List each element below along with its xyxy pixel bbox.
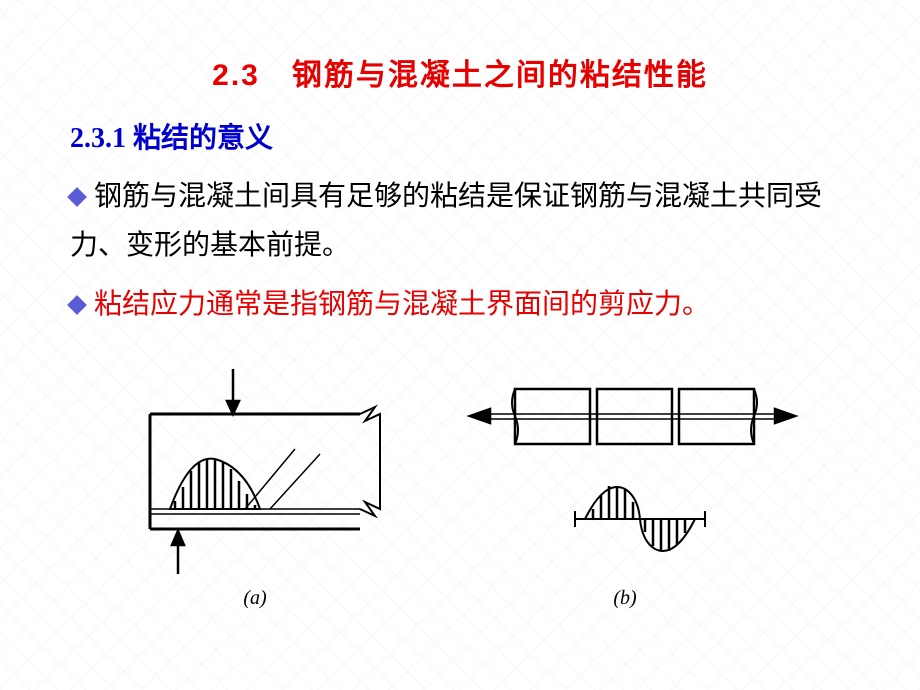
bullet-icon bbox=[67, 187, 87, 207]
diagram-b-box: (b) bbox=[445, 359, 805, 610]
diagram-a-label: (a) bbox=[243, 587, 266, 610]
diagram-b-label: (b) bbox=[613, 587, 636, 610]
paragraph-2: 粘结应力通常是指钢筋与混凝土界面间的剪应力。 bbox=[70, 280, 850, 329]
section-title: 2.3 钢筋与混凝土之间的粘结性能 bbox=[70, 50, 850, 94]
bullet-icon bbox=[67, 295, 87, 315]
paragraph-1-text: 钢筋与混凝土间具有足够的粘结是保证钢筋与混凝土共同受力、变形的基本前提。 bbox=[70, 181, 822, 261]
paragraph-1: 钢筋与混凝土间具有足够的粘结是保证钢筋与混凝土共同受力、变形的基本前提。 bbox=[70, 172, 850, 270]
slide-content: 2.3 钢筋与混凝土之间的粘结性能 2.3.1 粘结的意义 钢筋与混凝土间具有足… bbox=[0, 0, 920, 630]
diagram-a bbox=[115, 359, 395, 579]
paragraph-2-text: 粘结应力通常是指钢筋与混凝土界面间的剪应力。 bbox=[94, 289, 710, 320]
diagram-b bbox=[445, 359, 805, 579]
subsection-title: 2.3.1 粘结的意义 bbox=[70, 116, 850, 156]
diagram-row: (a) bbox=[70, 359, 850, 610]
diagram-a-box: (a) bbox=[115, 359, 395, 610]
